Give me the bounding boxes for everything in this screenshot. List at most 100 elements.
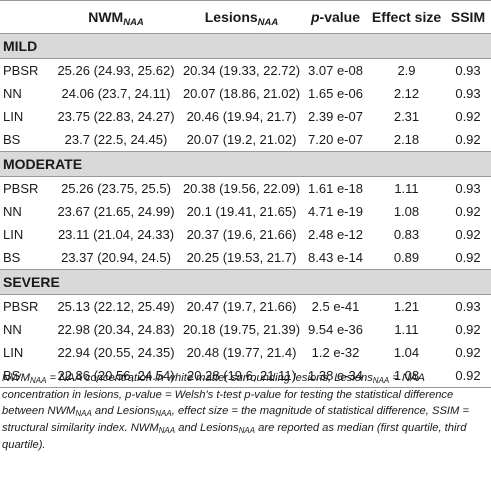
cell-lesions: 20.34 (19.33, 22.72) [182,63,301,78]
cell-pvalue: 7.20 e-07 [308,132,363,147]
table-footnote: NWMNAA = NAA concentration in white matt… [2,372,469,451]
cell-effect-size: 1.21 [393,299,420,314]
cell-pvalue: 2.48 e-12 [308,227,363,242]
table-row: BS 23.37 (20.94, 24.5) 20.25 (19.53, 21.7)… [0,246,491,270]
cell-nwm: 24.06 (23.7, 24.11) [61,86,171,101]
cell-effect-size: 1.11 [394,181,419,196]
cell-lesions: 20.47 (19.7, 21.66) [186,299,297,314]
table-row: BS 23.7 (22.5, 24.45) 20.07 (19.2, 21.02) 7… [0,128,491,152]
cell-nwm: 22.94 (20.55, 24.35) [57,345,175,360]
cell-method: BS [0,364,52,388]
cell-method: LIN [3,227,24,242]
cell-ssim: 0.92 [455,204,481,219]
cell-pvalue: 2.5 e-41 [311,299,360,314]
cell-effect-size: 0.89 [393,250,420,265]
cell-ssim: 0.93 [455,181,481,196]
cell-effect-size: 2.12 [393,86,420,101]
header-ssim: SSIM [445,0,491,34]
cell-nwm: 22.98 (20.34, 24.83) [57,322,175,337]
cell-pvalue: 4.71 e-19 [308,204,363,219]
table-row: LIN 23.11 (21.04, 24.33) 20.37 (19.6, 21.6… [0,223,491,246]
cell-nwm: 22.86 (20.56, 24.54) [52,364,180,388]
section-title: MODERATE [0,151,491,177]
cell-pvalue: 1.61 e-18 [308,181,363,196]
cell-nwm: 23.11 (21.04, 24.33) [57,227,175,242]
cell-ssim: 0.93 [455,299,481,314]
cell-pvalue: 1.65 e-06 [308,86,363,101]
cell-ssim: 0.92 [455,109,481,124]
cell-lesions: 20.38 (19.56, 22.09) [182,181,301,196]
header-method [0,0,52,34]
cell-method: NN [3,322,22,337]
table-row: NN 23.67 (21.65, 24.99) 20.1 (19.41, 21.65… [0,200,491,223]
table-body: MILD PBSR 25.26 (24.93, 25.62) 20.34 (19.33… [0,33,491,388]
cell-ssim: 0.92 [455,132,481,147]
table-row: PBSR 25.26 (24.93, 25.62) 20.34 (19.33, 22… [0,59,491,83]
cell-method: PBSR [3,181,39,196]
cell-effect-size: 2.9 [397,63,416,78]
cell-nwm: 25.13 (22.12, 25.49) [57,299,175,314]
cell-nwm: 23.37 (20.94, 24.5) [61,250,171,265]
cell-nwm: 23.75 (22.83, 24.27) [57,109,175,124]
table-row: NN 22.98 (20.34, 24.83) 20.18 (19.75, 21.3… [0,318,491,341]
table-row: PBSR 25.13 (22.12, 25.49) 20.47 (19.7, 21.… [0,295,491,319]
cell-nwm: 23.7 (22.5, 24.45) [64,132,168,147]
cell-pvalue: 1.38 e-34 [303,364,368,388]
cell-ssim: 0.93 [455,86,481,101]
section-header-row: MODERATE [0,151,491,177]
cell-pvalue: 3.07 e-08 [308,63,363,78]
header-lesions: LesionsNAA [180,0,303,34]
cell-nwm: 25.26 (24.93, 25.62) [57,63,175,78]
cell-effect-size: 1.08 [368,364,445,388]
cell-lesions: 20.37 (19.6, 21.66) [186,227,297,242]
cell-lesions: 20.07 (19.2, 21.02) [186,132,297,147]
cell-effect-size: 2.31 [393,109,420,124]
cell-ssim: 0.93 [455,63,481,78]
cell-method: LIN [3,345,24,360]
cell-ssim: 0.92 [455,322,481,337]
cell-method: BS [3,132,21,147]
cell-nwm: 23.67 (21.65, 24.99) [57,204,175,219]
table-row: NN 24.06 (23.7, 24.11) 20.07 (18.86, 21.02… [0,82,491,105]
table-row: BS 22.86 (20.56, 24.54) 20.28 (19.6, 21.11… [0,364,491,388]
cell-method: PBSR [3,63,39,78]
section-header-row: MILD [0,33,491,59]
cell-effect-size: 1.11 [394,322,419,337]
header-effect-size: Effect size [368,0,445,34]
header-row: NWMNAA LesionsNAA p-value Effect size SS… [0,0,491,34]
section-header-row: SEVERE [0,269,491,295]
header-nwm: NWMNAA [52,0,180,34]
cell-nwm: 25.26 (23.75, 25.5) [61,181,171,196]
cell-ssim: 0.92 [455,227,481,242]
cell-pvalue: 9.54 e-36 [308,322,363,337]
table-row: LIN 22.94 (20.55, 24.35) 20.48 (19.77, 21.… [0,341,491,364]
cell-lesions: 20.18 (19.75, 21.39) [182,322,301,337]
cell-method: BS [3,250,21,265]
cell-effect-size: 2.18 [393,132,420,147]
cell-ssim: 0.92 [455,250,481,265]
cell-lesions: 20.1 (19.41, 21.65) [186,204,297,219]
cell-method: LIN [3,109,24,124]
cell-lesions: 20.07 (18.86, 21.02) [182,86,301,101]
cell-pvalue: 1.2 e-32 [311,345,360,360]
cell-method: NN [3,86,22,101]
cell-lesions: 20.46 (19.94, 21.7) [186,109,297,124]
cell-lesions: 20.48 (19.77, 21.4) [186,345,297,360]
table-row: PBSR 25.26 (23.75, 25.5) 20.38 (19.56, 22.… [0,177,491,201]
section-title: MILD [0,33,491,59]
cell-pvalue: 8.43 e-14 [308,250,363,265]
cell-method: NN [3,204,22,219]
cell-method: PBSR [3,299,39,314]
cell-pvalue: 2.39 e-07 [308,109,363,124]
results-table: NWMNAA LesionsNAA p-value Effect size SS… [0,0,491,388]
table-row: LIN 23.75 (22.83, 24.27) 20.46 (19.94, 21.… [0,105,491,128]
cell-effect-size: 0.83 [393,227,420,242]
cell-ssim: 0.92 [455,345,481,360]
cell-ssim: 0.92 [445,364,491,388]
header-pvalue: p-value [303,0,368,34]
cell-effect-size: 1.08 [393,204,420,219]
cell-effect-size: 1.04 [393,345,420,360]
cell-lesions: 20.25 (19.53, 21.7) [186,250,297,265]
cell-lesions: 20.28 (19.6, 21.11) [180,364,303,388]
